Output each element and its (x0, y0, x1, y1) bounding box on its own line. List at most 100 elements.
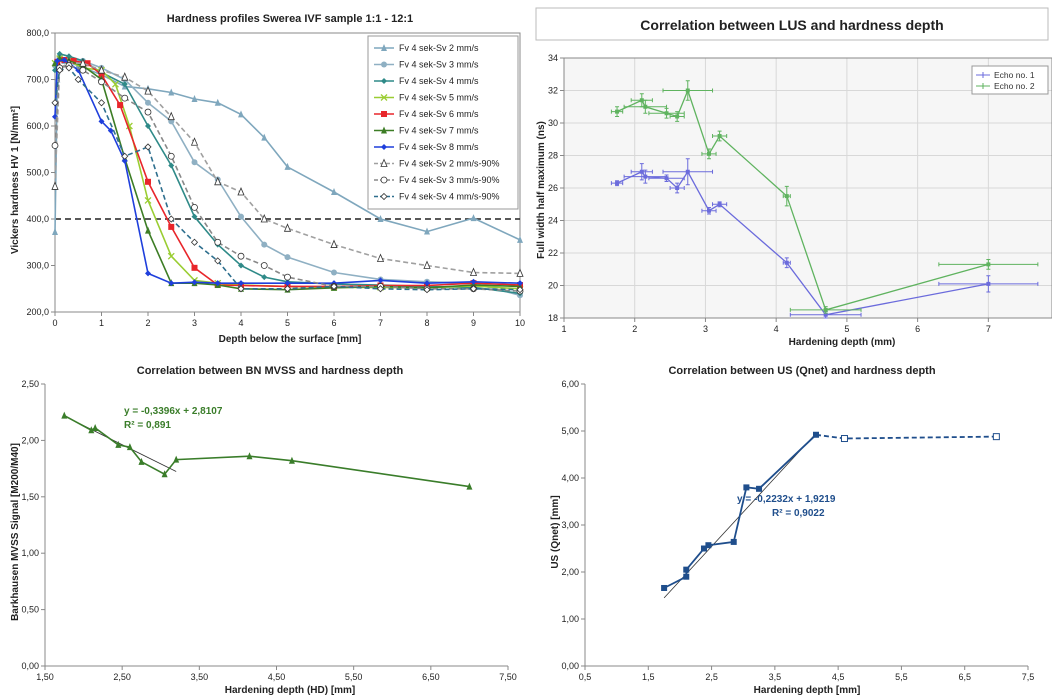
chart-title: Correlation between US (Qnet) and hardne… (668, 365, 935, 377)
data-point (214, 280, 221, 287)
data-point (517, 280, 523, 287)
x-tick-label: 2,50 (113, 672, 131, 682)
y-tick-label: 5,00 (561, 426, 579, 436)
data-point (144, 143, 152, 151)
data-point (261, 241, 268, 248)
legend-entry: Fv 4 sek-Sv 4 mm/s-90% (399, 192, 500, 202)
data-point (423, 286, 431, 294)
x-tick-label: 3 (703, 324, 708, 334)
legend-swatch (976, 72, 990, 78)
data-point (107, 127, 114, 134)
data-point (706, 151, 711, 156)
data-point (717, 134, 722, 138)
x-tick-label: 1,5 (642, 672, 655, 682)
y-tick-label: 700,0 (26, 75, 49, 85)
us-qnet-correlation-svg: Correlation between US (Qnet) and hardne… (550, 365, 1034, 696)
data-point (469, 267, 478, 276)
data-point (117, 102, 124, 109)
x-axis-label: Hardening depth (mm) (789, 337, 896, 348)
data-point (88, 426, 95, 434)
data-point (126, 443, 133, 451)
data-point (145, 99, 151, 106)
x-tick-label: 7 (986, 324, 991, 334)
data-point (284, 162, 291, 170)
data-point (167, 252, 175, 260)
data-point (144, 196, 152, 204)
x-axis-label: Hardening depth (HD) [mm] (225, 685, 356, 696)
y-tick-label: 34 (548, 53, 558, 63)
data-point (284, 254, 291, 261)
data-point (79, 66, 87, 74)
series-line (54, 59, 521, 285)
y-tick-label: 2,50 (21, 379, 39, 389)
data-point (144, 86, 152, 95)
data-point (683, 566, 690, 573)
x-tick-label: 6 (331, 318, 336, 328)
data-point (121, 94, 129, 102)
x-tick-label: 2 (145, 318, 150, 328)
data-point (381, 144, 387, 150)
data-point (98, 118, 105, 125)
data-point (261, 274, 268, 281)
x-tick-label: 9 (471, 318, 476, 328)
y-tick-label: 6,00 (561, 379, 579, 389)
x-tick-label: 3,5 (769, 672, 782, 682)
data-point (98, 71, 105, 78)
x-tick-label: 6,50 (422, 672, 440, 682)
y-tick-label: 200,0 (26, 307, 49, 317)
data-point (685, 169, 690, 174)
data-point (97, 99, 106, 107)
x-tick-label: 5,50 (345, 672, 363, 682)
data-point (376, 253, 385, 262)
data-point (167, 152, 175, 160)
data-point (145, 270, 151, 277)
y-tick-label: 1,00 (21, 548, 39, 558)
x-tick-label: 1 (99, 318, 104, 328)
data-point (145, 178, 151, 185)
data-point (61, 56, 68, 63)
data-point (756, 485, 763, 492)
x-tick-label: 3 (192, 318, 197, 328)
trendline-r2: R² = 0,891 (124, 420, 171, 431)
x-tick-label: 8 (424, 318, 429, 328)
legend-entry: Fv 4 sek-Sv 4 mm/s (399, 76, 479, 86)
hardness-profiles-chart: Hardness profiles Swerea IVF sample 1:1 … (0, 0, 530, 350)
data-point (466, 482, 473, 490)
title-box (535, 7, 1049, 41)
lus-correlation-svg: Correlation between LUS and hardness dep… (535, 7, 1052, 348)
y-axis-label: Vickers hardness HV 1 [N/mm²] (10, 106, 21, 254)
x-tick-label: 6,5 (958, 672, 971, 682)
data-point (986, 262, 991, 267)
data-point (61, 411, 68, 419)
data-point (145, 123, 151, 129)
data-point (138, 457, 145, 465)
data-point (717, 202, 722, 207)
data-point (168, 88, 175, 96)
data-point (237, 187, 245, 196)
data-point (191, 213, 198, 220)
data-point (190, 238, 199, 246)
x-axis-label: Depth below the surface [mm] (219, 334, 362, 345)
data-point (238, 213, 244, 220)
data-point (121, 81, 128, 88)
data-point (381, 61, 387, 68)
data-point (52, 228, 58, 236)
data-point (743, 484, 750, 491)
x-tick-label: 1,50 (36, 672, 54, 682)
trendline-equation: y = -0,3396x + 2,8107 (124, 406, 223, 417)
trendline-r2: R² = 0,9022 (772, 508, 825, 519)
data-point (470, 214, 477, 222)
data-point (516, 286, 524, 294)
data-point (121, 157, 128, 164)
data-point (261, 133, 268, 141)
data-point (986, 281, 991, 286)
y-tick-label: 28 (548, 151, 558, 161)
x-tick-label: 4 (774, 324, 779, 334)
data-point (54, 57, 61, 64)
data-point (51, 99, 59, 107)
data-point (168, 280, 175, 287)
x-tick-label: 7 (378, 318, 383, 328)
data-point (823, 312, 828, 317)
data-point (380, 94, 388, 101)
x-tick-label: 4 (238, 318, 243, 328)
